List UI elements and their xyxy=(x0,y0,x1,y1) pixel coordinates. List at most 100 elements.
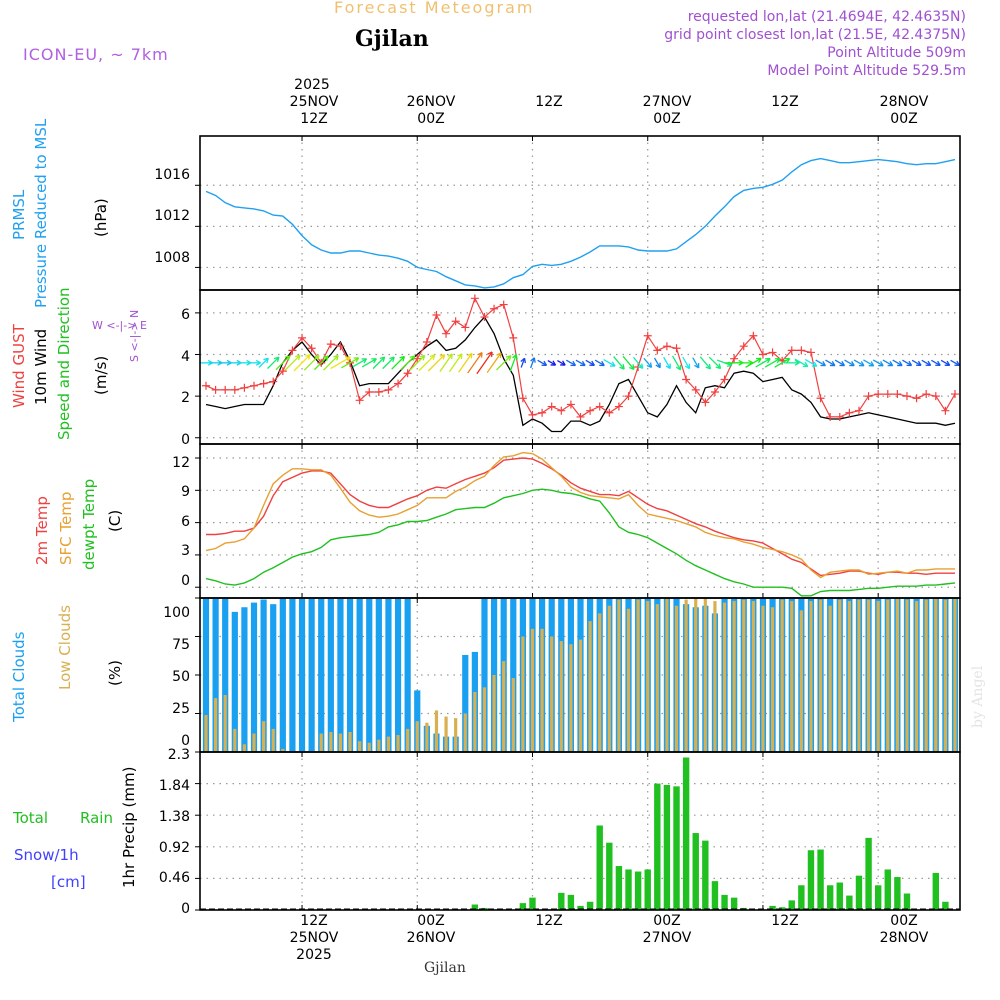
ytick-temp-6: 6 xyxy=(181,514,190,530)
gust-marker xyxy=(403,369,412,378)
ytick-temp-12: 12 xyxy=(172,455,190,471)
wind-arrow xyxy=(653,357,661,369)
wind-arrow-shaft xyxy=(892,359,903,367)
gust-marker xyxy=(374,387,383,396)
wind-arrow xyxy=(671,355,682,371)
low-cloud-bar xyxy=(578,639,583,752)
ytick-wind-2: 2 xyxy=(181,390,190,406)
wind-arrow-head xyxy=(520,357,526,364)
bottom-tick-5: 00Z 28NOV xyxy=(879,913,929,946)
low-cloud-bar xyxy=(386,736,391,752)
ytick-precip-1.84: 1.84 xyxy=(158,778,190,794)
low-cloud-bar xyxy=(655,604,659,752)
bottom-tick-4: 12Z xyxy=(771,913,799,929)
wind-arrow-shaft xyxy=(603,358,616,367)
low-cloud-bar xyxy=(406,728,410,752)
total-cloud-bar xyxy=(270,604,277,752)
ytick-pressure-1016: 1016 xyxy=(154,167,190,183)
wind-arrow-head xyxy=(361,358,368,364)
gust-marker xyxy=(653,346,662,355)
rain-bar xyxy=(529,897,536,910)
wind-arrow-shaft xyxy=(323,355,339,371)
wind-arrow-shaft xyxy=(547,360,556,366)
wind-arrow-head xyxy=(609,361,616,367)
wind-arrow-head xyxy=(629,364,635,370)
gust-marker xyxy=(854,406,863,415)
wind-arrow-shaft xyxy=(921,359,931,366)
rain-bar xyxy=(932,872,939,910)
low-cloud-bar xyxy=(607,605,611,752)
low-cloud-bar xyxy=(444,716,448,752)
wind-arrow-head xyxy=(878,361,884,367)
wind-arrow-head xyxy=(705,363,712,370)
bottom-tick-1: 00Z 26NOV xyxy=(406,913,456,946)
rain-bar xyxy=(836,882,843,910)
rain-bar xyxy=(692,833,699,910)
gust-marker xyxy=(221,385,230,394)
ytick-cloud-25: 25 xyxy=(172,701,190,717)
wind-arrow-shaft xyxy=(530,357,535,369)
total-cloud-bar xyxy=(385,598,392,752)
low-cloud-bar xyxy=(886,599,890,752)
wind-arrow-head xyxy=(655,362,661,369)
ytick-precip-1.38: 1.38 xyxy=(158,809,190,825)
wind-arrow xyxy=(427,354,446,372)
wind-arrow xyxy=(323,354,339,371)
gust-marker xyxy=(682,375,691,384)
wind-arrow-shaft xyxy=(303,355,320,371)
wind-arrow xyxy=(341,357,360,369)
wind-arrow xyxy=(692,357,700,369)
wind-arrow-head xyxy=(619,364,625,370)
low-cloud-bar xyxy=(761,605,765,752)
wind-arrow-head xyxy=(665,363,671,370)
gust-marker xyxy=(768,348,777,357)
gust-marker xyxy=(240,383,249,392)
wind-arrow-head xyxy=(305,354,311,360)
top-tick-3: 27NOV 00Z xyxy=(642,94,692,127)
wind-arrow-shaft xyxy=(594,359,605,367)
total-cloud-bar xyxy=(510,598,517,752)
wind-arrow xyxy=(293,354,311,372)
wind-arrow xyxy=(755,358,771,368)
gust-marker xyxy=(883,390,892,399)
rain-bar xyxy=(663,784,671,910)
wind-arrow-head xyxy=(858,361,865,367)
wind-arrow-shaft xyxy=(400,355,416,371)
wind-arrow xyxy=(509,354,518,372)
gust-marker xyxy=(758,350,767,359)
wind-arrow-head xyxy=(925,360,932,367)
wind-arrow-shaft xyxy=(391,356,405,370)
rain-bar xyxy=(855,875,863,910)
low-cloud-bar xyxy=(943,599,947,752)
low-cloud-bar xyxy=(319,733,323,752)
label-rain: Rain xyxy=(80,809,113,827)
wind-arrow-head xyxy=(784,357,791,364)
gust-marker xyxy=(250,381,259,390)
wind-arrow xyxy=(872,359,884,367)
panel-frame-4 xyxy=(199,751,961,911)
wind-arrow-head xyxy=(487,351,493,358)
wind-arrow-head xyxy=(684,363,691,370)
wind-arrow-shaft xyxy=(863,359,875,367)
wind-arrow-head xyxy=(637,363,644,369)
wind-arrow-head xyxy=(273,356,280,363)
wind-arrow xyxy=(530,357,536,369)
gust-marker xyxy=(432,310,441,319)
wind-arrow xyxy=(267,356,280,369)
low-cloud-bar xyxy=(530,628,535,752)
wind-arrow-head xyxy=(550,360,557,366)
total-cloud-bar xyxy=(279,598,286,752)
low-cloud-bar xyxy=(646,601,650,752)
rain-bar xyxy=(769,905,776,910)
wind-arrow-head xyxy=(580,360,586,367)
rain-bar xyxy=(702,840,709,910)
gust-marker xyxy=(547,402,556,411)
low-cloud-bar xyxy=(626,608,631,752)
bottom-tick-3: 00Z 27NOV xyxy=(642,913,692,946)
wind-arrow-shaft xyxy=(613,356,625,370)
low-cloud-bar xyxy=(790,601,794,752)
wind-arrow-shaft xyxy=(409,355,426,371)
ytick-cloud-0: 0 xyxy=(181,733,190,749)
wind-arrow-shaft xyxy=(585,359,595,366)
temp-2m-line xyxy=(206,457,955,577)
